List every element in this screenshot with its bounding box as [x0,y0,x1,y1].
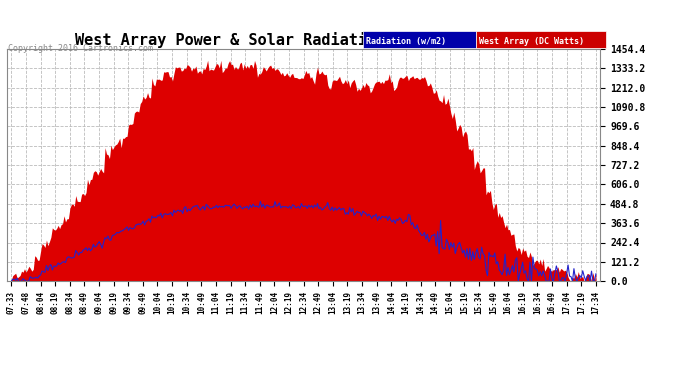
Title: West Array Power & Solar Radiation Sat Nov 5 17:40: West Array Power & Solar Radiation Sat N… [75,32,532,48]
Bar [363,32,475,48]
Text: Copyright 2016 Cartronics.com: Copyright 2016 Cartronics.com [8,44,153,52]
Bar [475,32,607,48]
Text: Radiation (w/m2): Radiation (w/m2) [366,37,446,46]
Text: West Array (DC Watts): West Array (DC Watts) [479,37,584,46]
